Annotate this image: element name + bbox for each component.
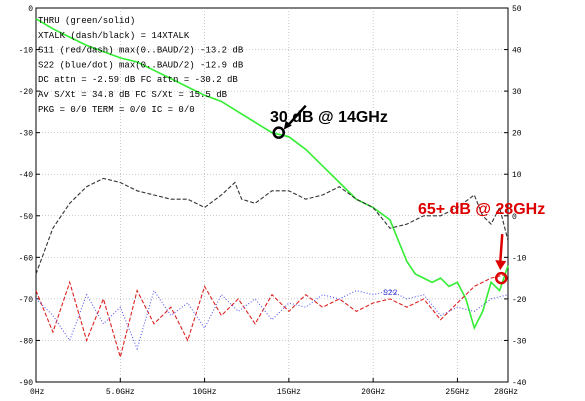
y-ticks-left: 0 -10 -20 -30 -40 -50 -60 -70 -80 -90 <box>19 5 40 388</box>
x-ticks: 0Hz 5.0GHz 10GHz 15GHz 20GHz 25GHz 28GHz <box>30 378 518 397</box>
y-tick-left-label: 0 <box>28 5 33 14</box>
y-tick-left-label: -50 <box>19 213 34 222</box>
y-tick-left-label: -80 <box>19 337 34 346</box>
y-tick-right-label: -20 <box>512 296 527 305</box>
y-ticks-right: 50 40 30 20 10 0 -10 -20 -30 -40 <box>504 5 527 388</box>
legend: THRU (green/solid) XTALK (dash/black) = 1… <box>38 16 244 115</box>
series-line-s11 <box>35 273 509 360</box>
x-tick-label: 5.0GHz <box>106 388 135 397</box>
legend-line: S22 (blue/dot) max(0..BAUD/2) -12.9 dB <box>38 60 244 70</box>
x-tick-label: 10GHz <box>193 388 217 397</box>
x-tick-label: 25GHz <box>445 388 469 397</box>
annotation-arrowhead-14ghz <box>283 120 292 130</box>
legend-line: THRU (green/solid) <box>38 16 135 26</box>
annotation-text-28ghz: 65+ dB @ 28GHz <box>418 201 545 218</box>
x-tick-label: 20GHz <box>361 388 385 397</box>
y-tick-left-label: -60 <box>19 254 34 263</box>
plot-area <box>35 7 509 383</box>
grid <box>36 8 508 382</box>
y-tick-left-label: -10 <box>19 47 34 56</box>
legend-line: S11 (red/dash) max(0..BAUD/2) -13.2 dB <box>38 46 244 56</box>
legend-line: DC attn = -2.59 dB FC attn = -30.2 dB <box>38 75 238 85</box>
y-tick-right-label: 0 <box>512 213 517 222</box>
series-line-thru <box>35 18 509 331</box>
y-tick-left-label: -40 <box>19 171 34 180</box>
annotations: 30 dB @ 14GHz 65+ dB @ 28GHz <box>270 104 545 285</box>
series-line-s22 <box>35 289 509 351</box>
s22-inline-label: S22 <box>383 289 398 298</box>
y-tick-right-label: -40 <box>512 379 527 388</box>
y-tick-right-label: 40 <box>512 47 522 56</box>
y-tick-left-label: -20 <box>19 88 34 97</box>
y-tick-right-label: 50 <box>512 5 522 14</box>
legend-line: XTALK (dash/black) = 14XTALK <box>38 31 190 41</box>
y-tick-right-label: 30 <box>512 88 522 97</box>
annotation-arrow-28ghz <box>499 234 504 263</box>
x-tick-label: 28GHz <box>494 388 518 397</box>
y-tick-left-label: -30 <box>19 130 34 139</box>
annotation-marker-28ghz <box>495 271 508 285</box>
y-tick-right-label: -30 <box>512 337 527 346</box>
series-line-xtalk <box>35 177 509 275</box>
y-tick-left-label: -90 <box>19 379 34 388</box>
annotation-arrowhead-28ghz <box>495 260 507 271</box>
y-tick-right-label: -10 <box>512 254 527 263</box>
annotation-text-14ghz: 30 dB @ 14GHz <box>270 109 388 126</box>
x-tick-label: 0Hz <box>30 388 45 397</box>
x-tick-label: 15GHz <box>277 388 301 397</box>
series-group <box>35 18 509 360</box>
annotation-arrow-14ghz <box>285 104 307 128</box>
y-tick-left-label: -70 <box>19 296 34 305</box>
legend-line: PKG = 0/0 TERM = 0/0 IC = 0/0 <box>38 105 195 115</box>
legend-line: Av S/Xt = 34.8 dB FC S/Xt = 15.5 dB <box>38 90 228 100</box>
y-tick-right-label: 20 <box>512 130 522 139</box>
annotation-marker-14ghz <box>272 126 285 139</box>
y-tick-right-label: 10 <box>512 171 522 180</box>
